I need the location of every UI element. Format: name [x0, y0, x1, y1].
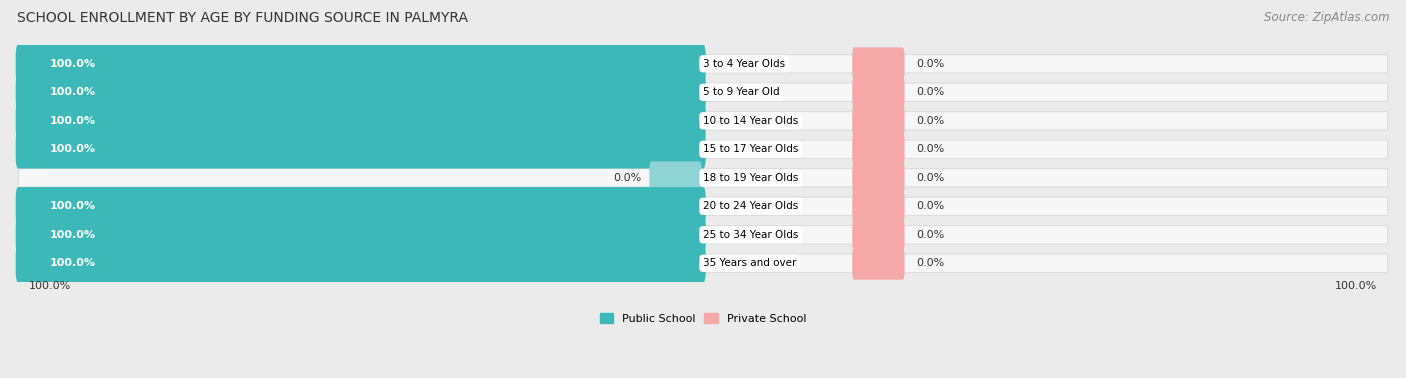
FancyBboxPatch shape: [18, 83, 1388, 101]
FancyBboxPatch shape: [15, 102, 706, 140]
Text: 100.0%: 100.0%: [49, 116, 96, 126]
FancyBboxPatch shape: [18, 169, 1388, 187]
Text: 35 Years and over: 35 Years and over: [703, 258, 796, 268]
Text: 0.0%: 0.0%: [917, 201, 945, 211]
Text: 10 to 14 Year Olds: 10 to 14 Year Olds: [703, 116, 799, 126]
FancyBboxPatch shape: [18, 112, 1388, 130]
Legend: Public School, Private School: Public School, Private School: [595, 309, 811, 328]
FancyBboxPatch shape: [15, 244, 706, 283]
FancyBboxPatch shape: [852, 247, 904, 280]
Text: 0.0%: 0.0%: [917, 87, 945, 97]
FancyBboxPatch shape: [15, 130, 706, 169]
Text: 3 to 4 Year Olds: 3 to 4 Year Olds: [703, 59, 785, 69]
FancyBboxPatch shape: [852, 218, 904, 251]
FancyBboxPatch shape: [852, 104, 904, 137]
FancyBboxPatch shape: [852, 47, 904, 80]
Text: 0.0%: 0.0%: [917, 173, 945, 183]
FancyBboxPatch shape: [852, 133, 904, 166]
Text: 20 to 24 Year Olds: 20 to 24 Year Olds: [703, 201, 799, 211]
Text: 0.0%: 0.0%: [917, 116, 945, 126]
Text: 18 to 19 Year Olds: 18 to 19 Year Olds: [703, 173, 799, 183]
Text: 100.0%: 100.0%: [49, 230, 96, 240]
FancyBboxPatch shape: [15, 73, 706, 112]
Text: SCHOOL ENROLLMENT BY AGE BY FUNDING SOURCE IN PALMYRA: SCHOOL ENROLLMENT BY AGE BY FUNDING SOUR…: [17, 11, 468, 25]
Text: 0.0%: 0.0%: [917, 258, 945, 268]
FancyBboxPatch shape: [852, 76, 904, 108]
FancyBboxPatch shape: [18, 197, 1388, 215]
Text: 100.0%: 100.0%: [28, 281, 72, 291]
Text: 100.0%: 100.0%: [49, 87, 96, 97]
Text: Source: ZipAtlas.com: Source: ZipAtlas.com: [1264, 11, 1389, 24]
FancyBboxPatch shape: [18, 140, 1388, 158]
Text: 100.0%: 100.0%: [49, 144, 96, 154]
Text: 0.0%: 0.0%: [917, 144, 945, 154]
FancyBboxPatch shape: [15, 215, 706, 254]
Text: 100.0%: 100.0%: [49, 59, 96, 69]
FancyBboxPatch shape: [15, 187, 706, 226]
FancyBboxPatch shape: [18, 54, 1388, 73]
Text: 25 to 34 Year Olds: 25 to 34 Year Olds: [703, 230, 799, 240]
Text: 0.0%: 0.0%: [917, 59, 945, 69]
Text: 100.0%: 100.0%: [49, 201, 96, 211]
Text: 100.0%: 100.0%: [1334, 281, 1378, 291]
FancyBboxPatch shape: [852, 190, 904, 223]
Text: 0.0%: 0.0%: [613, 173, 641, 183]
FancyBboxPatch shape: [852, 161, 904, 194]
Text: 15 to 17 Year Olds: 15 to 17 Year Olds: [703, 144, 799, 154]
FancyBboxPatch shape: [18, 226, 1388, 244]
FancyBboxPatch shape: [650, 161, 702, 194]
Text: 5 to 9 Year Old: 5 to 9 Year Old: [703, 87, 779, 97]
FancyBboxPatch shape: [15, 45, 706, 83]
Text: 0.0%: 0.0%: [917, 230, 945, 240]
Text: 100.0%: 100.0%: [49, 258, 96, 268]
FancyBboxPatch shape: [18, 254, 1388, 273]
